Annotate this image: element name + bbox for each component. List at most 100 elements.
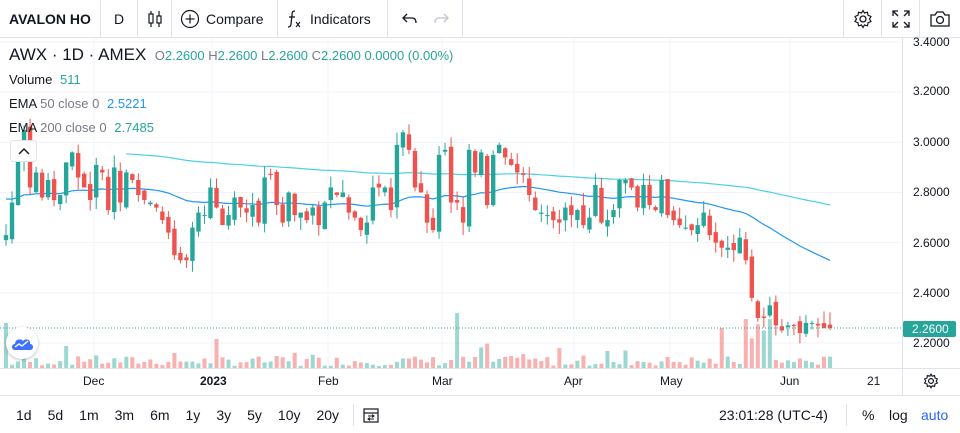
time-label: Mar [432,374,453,388]
time-axis[interactable]: Dec 2023 Feb Mar Apr May Jun 21 [0,368,960,395]
volume-bar [515,357,520,368]
candle-body [490,154,496,206]
price-tick: 3.2000 [913,84,950,98]
candle-body [809,322,815,324]
camera-icon [930,10,950,27]
candle-body [827,324,833,328]
legend-volume-row[interactable]: Volume 511 [9,72,81,87]
candle-body [370,187,376,221]
candle-body [334,192,340,196]
volume-bar [683,364,688,368]
candle-body [593,184,598,216]
candle-body [647,184,652,206]
legend-ema50-row[interactable]: EMA 50 close 0 2.5221 [9,96,147,111]
candle-body [340,192,346,198]
chart-type-button[interactable] [138,0,172,38]
symbol-search-button[interactable]: AVALON HO [0,0,101,38]
auto-toggle[interactable]: auto [921,407,949,423]
range-1m[interactable]: 1m [79,406,99,423]
price-tick: 2.6000 [913,236,950,250]
fullscreen-button[interactable] [882,0,920,38]
volume-bar [316,357,321,368]
volume-bar [64,346,69,368]
range-5y[interactable]: 5y [247,406,262,423]
candle-body [533,197,538,211]
range-20y[interactable]: 20y [316,406,340,423]
volume-bar [274,356,279,368]
volume-bar [76,356,81,368]
volume-bar [809,362,814,368]
compare-button[interactable]: Compare [172,0,278,38]
legend-ema200-row[interactable]: EMA 200 close 0 2.7485 [9,120,154,135]
candle-body [190,227,195,261]
volume-bar [226,359,231,368]
range-10y[interactable]: 10y [277,406,301,423]
legend-h-label: H [208,48,218,63]
clock-time[interactable]: 23:01:28 (UTC-4) [719,407,828,423]
separator [353,403,355,426]
volume-bar [394,361,399,368]
volume-bar [701,362,706,368]
volume-bar [791,362,796,368]
candle-body [629,178,634,188]
log-toggle[interactable]: log [889,407,908,423]
undo-icon[interactable] [401,12,418,26]
time-label: Dec [83,374,105,388]
tradingview-logo[interactable] [6,327,38,359]
candle-body [238,197,243,208]
candle-body [503,148,508,158]
gear-icon[interactable] [923,373,939,389]
price-chart[interactable] [0,38,902,368]
legend-collapse-button[interactable] [10,140,37,162]
candle-body [376,183,382,188]
range-5d[interactable]: 5d [47,406,64,423]
range-3y[interactable]: 3y [216,406,232,423]
volume-bar [100,363,105,368]
range-3m[interactable]: 3m [114,406,135,423]
volume-bar [286,361,291,368]
candle-body [256,200,261,223]
chart-pane[interactable] [0,38,902,368]
price-axis[interactable]: 3.4000 3.2000 3.0000 2.8000 2.6000 2.400… [902,35,960,368]
compare-label: Compare [206,10,264,27]
candle-body [749,256,755,298]
volume-bar [112,358,117,368]
screenshot-button[interactable] [920,0,960,38]
candle-body [352,211,358,218]
candle-body [328,187,333,201]
volume-bar [262,362,267,368]
volume-bar [16,361,21,368]
indicators-button[interactable]: Indicators [278,0,388,38]
candle-body [755,301,761,318]
range-1d[interactable]: 1d [16,406,32,423]
volume-bar [725,356,730,368]
legend-l-value: 2.2600 [268,48,309,63]
percent-toggle[interactable]: % [862,407,875,423]
volume-bar [250,358,255,368]
volume-bar [479,347,484,368]
range-1y[interactable]: 1y [185,406,201,423]
candle-body [509,159,514,165]
price-tick: 2.2000 [913,336,950,350]
candle-body [563,207,568,221]
range-6m[interactable]: 6m [150,406,170,423]
volume-bar [322,365,327,368]
settings-button[interactable] [844,0,882,38]
volume-bar [797,358,802,368]
candle-body [178,252,183,261]
interval-button[interactable]: D [101,0,138,38]
legend-o-value: 2.2600 [164,48,205,63]
candle-body [484,155,490,206]
candle-body [208,187,213,219]
volume-bar [743,319,748,368]
volume-bar [539,360,544,368]
candle-body [515,163,520,173]
candle-body [430,217,436,231]
candle-body [112,167,117,213]
candle-body [707,215,712,236]
candle-body [587,217,592,230]
redo-icon[interactable] [433,12,449,26]
volume-bar [232,365,237,368]
calendar-range-icon[interactable] [362,406,380,424]
candle-body [671,210,676,221]
